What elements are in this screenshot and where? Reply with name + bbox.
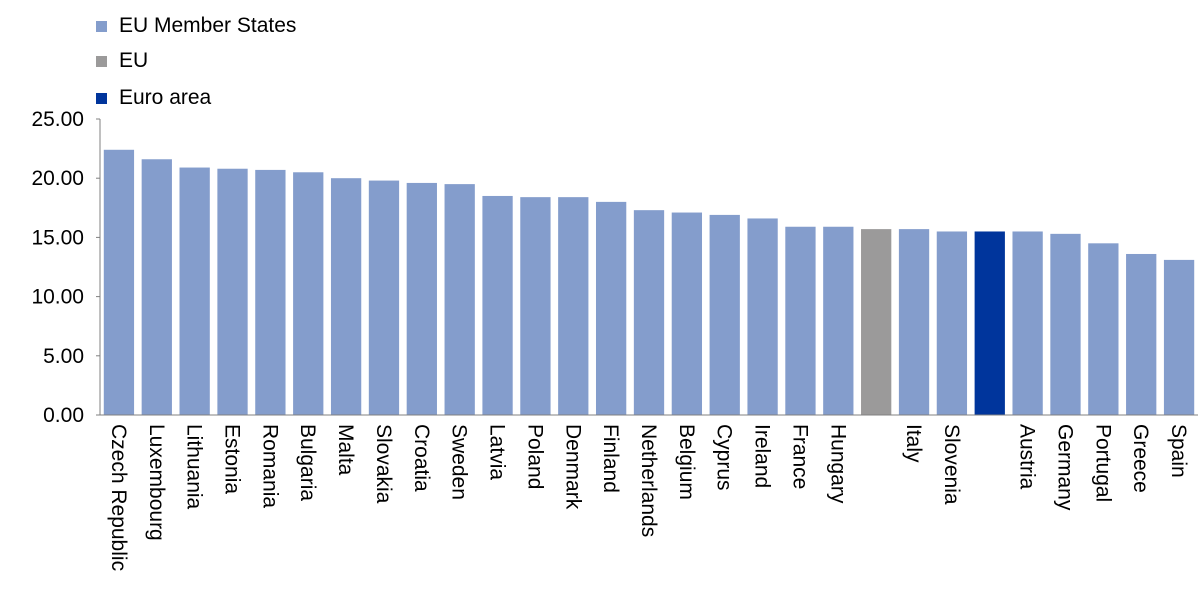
bar-member xyxy=(406,182,437,415)
legend-swatch-member xyxy=(96,20,107,32)
bar-member xyxy=(217,168,248,415)
bar-member xyxy=(558,197,589,415)
x-tick-label: Greece xyxy=(1129,424,1152,493)
x-tick-label: Belgium xyxy=(675,424,698,500)
bar-member xyxy=(709,214,740,415)
legend-item-member: EU Member States xyxy=(96,13,296,39)
bar-member xyxy=(1126,253,1157,415)
x-tick-label: Germany xyxy=(1053,424,1076,511)
bar-eu xyxy=(861,229,892,415)
legend-swatch-euro xyxy=(96,92,107,104)
bar-member xyxy=(482,195,513,415)
bar-member xyxy=(255,169,286,415)
y-tick-label: 20.00 xyxy=(31,167,84,190)
x-tick-label: Portugal xyxy=(1091,424,1114,502)
bar-member xyxy=(520,197,551,415)
bar-member xyxy=(1050,233,1081,415)
bar-member xyxy=(293,172,324,415)
bar-member xyxy=(444,184,475,415)
x-tick-label: Czech Republic xyxy=(107,424,130,571)
bar-member xyxy=(1012,231,1043,415)
x-tick-label: Bulgaria xyxy=(296,424,319,501)
legend-item-eu: EU xyxy=(96,48,148,74)
bar-member xyxy=(1088,243,1119,415)
y-tick-label: 15.00 xyxy=(31,226,84,249)
bar-member xyxy=(330,178,362,415)
bars xyxy=(103,149,1195,415)
bar-member xyxy=(368,180,400,415)
bar-member xyxy=(823,226,854,415)
legend-label-euro: Euro area xyxy=(119,86,212,109)
x-axis: Czech Republic Luxembourg Lithuania Estonia… xyxy=(100,414,1198,571)
x-tick-label: Denmark xyxy=(561,424,584,510)
x-tick-label: Ireland xyxy=(751,424,774,488)
bar-euro xyxy=(974,231,1005,415)
x-tick-label: Lithuania xyxy=(183,424,206,510)
legend-swatch-eu xyxy=(96,55,107,67)
x-tick-label: Sweden xyxy=(448,424,471,500)
bar-member xyxy=(595,201,627,415)
x-tick-label: Italy xyxy=(902,424,925,463)
bar-member xyxy=(1163,259,1195,415)
bar-member xyxy=(671,212,703,415)
x-tick-label: France xyxy=(788,424,811,489)
x-tick-label: Luxembourg xyxy=(145,424,168,541)
bar-member xyxy=(633,210,665,415)
y-axis: 0.00 5.00 10.00 15.00 20.00 25.00 xyxy=(31,108,101,427)
bar-member xyxy=(898,229,930,415)
x-tick-label: Hungary xyxy=(826,424,849,504)
x-tick-label: Austria xyxy=(1016,424,1039,490)
x-tick-label: Poland xyxy=(523,424,546,489)
x-tick-label: Spain xyxy=(1167,424,1190,478)
x-tick-label: Latvia xyxy=(486,424,509,480)
legend-label-eu: EU xyxy=(119,49,149,72)
x-tick-label: Cyprus xyxy=(713,424,736,491)
x-tick-label: Finland xyxy=(599,424,622,493)
bar-member xyxy=(141,159,172,415)
bar-member xyxy=(936,231,968,415)
y-tick-label: 25.00 xyxy=(31,108,84,131)
x-tick-label: Malta xyxy=(334,424,357,476)
legend-label-member: EU Member States xyxy=(119,14,297,37)
x-tick-label: Estonia xyxy=(221,424,244,494)
x-tick-label: Slovakia xyxy=(372,424,395,504)
bar-member xyxy=(785,226,816,415)
legend-item-euro: Euro area xyxy=(96,85,211,111)
y-tick-label: 0.00 xyxy=(43,404,84,427)
bar-member xyxy=(747,218,778,415)
y-tick-label: 5.00 xyxy=(43,345,84,368)
bar-member xyxy=(103,149,135,415)
x-tick-label: Croatia xyxy=(410,424,433,492)
x-tick-label: Netherlands xyxy=(637,424,660,537)
bar-member xyxy=(179,167,210,415)
x-tick-label: Slovenia xyxy=(940,424,963,505)
y-tick-label: 10.00 xyxy=(31,286,84,309)
x-tick-label: Romania xyxy=(258,424,281,508)
